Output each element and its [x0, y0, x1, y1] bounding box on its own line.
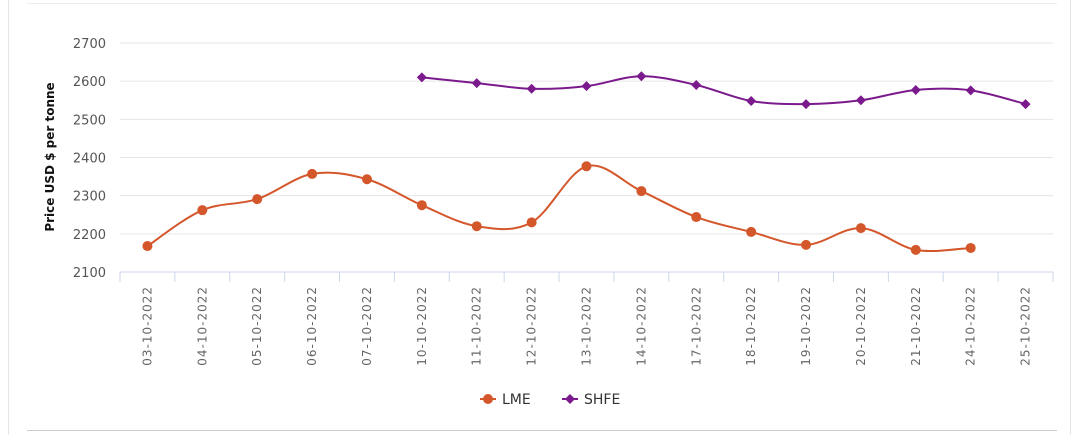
x-tick-label: 18-10-2022 — [744, 286, 758, 366]
data-point-shfe — [965, 85, 976, 96]
data-point-lme — [416, 200, 427, 211]
data-point-lme — [746, 226, 757, 237]
data-point-lme — [636, 186, 647, 197]
data-point-lme — [197, 205, 208, 216]
legend-item-lme[interactable]: LME — [502, 392, 531, 408]
x-tick-label: 05-10-2022 — [250, 286, 264, 366]
data-point-shfe — [910, 84, 921, 95]
y-tick-label: 2300 — [73, 190, 106, 205]
y-tick-label: 2600 — [73, 75, 106, 90]
x-tick-label: 11-10-2022 — [470, 286, 484, 366]
data-point-shfe — [801, 99, 812, 110]
frame-border-right — [1070, 0, 1071, 435]
x-tick-label: 14-10-2022 — [634, 286, 648, 366]
data-point-lme — [965, 242, 976, 253]
x-tick-label: 21-10-2022 — [909, 286, 923, 366]
legend-marker-lme — [483, 394, 493, 404]
series-line-lme — [146, 164, 971, 253]
data-point-shfe — [526, 83, 537, 94]
data-point-shfe — [691, 79, 702, 90]
data-point-shfe — [581, 81, 592, 92]
y-axis-label: Price USD $ per tonne — [43, 82, 57, 231]
x-tick-label: 07-10-2022 — [360, 286, 374, 366]
x-tick-label: 13-10-2022 — [580, 286, 594, 366]
data-point-lme — [855, 223, 866, 234]
y-tick-label: 2500 — [73, 113, 106, 128]
x-tick-label: 06-10-2022 — [305, 286, 319, 366]
data-point-shfe — [855, 95, 866, 106]
data-point-lme — [581, 161, 592, 172]
data-point-shfe — [1020, 99, 1031, 110]
data-point-lme — [307, 168, 318, 179]
y-tick-label: 2200 — [73, 228, 106, 243]
frame-border-bottom — [27, 430, 1057, 431]
data-point-lme — [910, 244, 921, 255]
data-point-lme — [801, 239, 812, 250]
x-tick-label: 25-10-2022 — [1019, 286, 1033, 366]
x-tick-label: 17-10-2022 — [689, 286, 703, 366]
x-tick-label: 04-10-2022 — [195, 286, 209, 366]
data-point-shfe — [636, 71, 647, 82]
frame-border-left — [8, 0, 9, 435]
x-tick-label: 20-10-2022 — [854, 286, 868, 366]
legend-marker-shfe — [565, 394, 575, 404]
data-point-lme — [142, 241, 153, 252]
frame-border-top — [27, 3, 1057, 4]
x-tick-label: 03-10-2022 — [140, 286, 154, 366]
data-point-lme — [361, 174, 372, 185]
data-point-lme — [252, 194, 263, 205]
data-point-lme — [691, 212, 702, 223]
data-point-shfe — [746, 96, 757, 107]
x-tick-label: 19-10-2022 — [799, 286, 813, 366]
x-tick-label: 12-10-2022 — [525, 286, 539, 366]
data-point-shfe — [416, 72, 427, 83]
y-tick-label: 2700 — [73, 37, 106, 52]
x-tick-label: 24-10-2022 — [964, 286, 978, 366]
legend-item-shfe[interactable]: SHFE — [584, 392, 620, 408]
series-line-shfe — [421, 75, 1026, 106]
y-tick-label: 2100 — [73, 266, 106, 281]
x-tick-label: 10-10-2022 — [415, 286, 429, 366]
data-point-lme — [526, 217, 537, 228]
data-point-lme — [471, 221, 482, 232]
y-tick-label: 2400 — [73, 152, 106, 167]
data-point-shfe — [471, 78, 482, 89]
